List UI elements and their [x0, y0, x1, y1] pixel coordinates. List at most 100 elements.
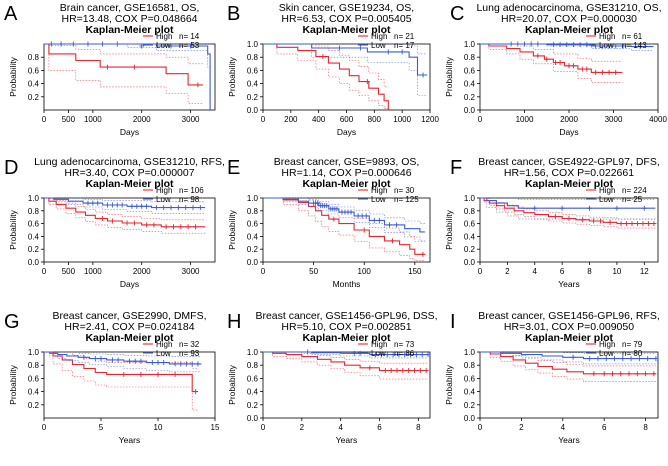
censor-mark — [139, 43, 145, 49]
censor-mark — [361, 227, 367, 233]
y-tick-label: 0.6 — [464, 374, 476, 383]
chart-subtitle: Kaplan-Meier plot — [85, 24, 174, 36]
censor-mark — [550, 42, 556, 48]
censor-mark — [636, 356, 642, 362]
chart-subtitle: Kaplan-Meier plot — [302, 332, 391, 344]
x-tick-label: 500 — [62, 115, 76, 124]
censor-mark — [100, 41, 106, 47]
y-tick-label: 0.2 — [464, 93, 476, 102]
chart-title-line-1: Breast cancer, GSE1456-GPL96, DSS, — [255, 310, 437, 322]
censor-mark — [188, 43, 194, 49]
survival-curve — [480, 43, 623, 73]
series-low — [263, 43, 428, 96]
censor-mark — [153, 205, 159, 211]
censor-mark — [384, 352, 390, 358]
y-axis-label: Probability — [227, 364, 237, 404]
censor-mark — [508, 41, 514, 47]
censor-mark — [168, 205, 174, 211]
panel-letter: G — [4, 311, 20, 333]
legend-count: n= 143 — [622, 41, 647, 50]
censor-mark — [387, 222, 393, 228]
censor-mark — [85, 200, 91, 206]
censor-mark — [599, 43, 605, 49]
y-tick-label: 0.2 — [247, 401, 259, 410]
ci-upper-line — [44, 197, 206, 221]
panel-letter: I — [450, 311, 456, 333]
censor-mark — [651, 371, 657, 377]
censor-mark — [390, 352, 396, 358]
y-tick-label: 0.6 — [28, 220, 40, 229]
plot-frame — [43, 351, 216, 419]
y-tick-label: 0.6 — [464, 66, 476, 75]
x-tick-label: 1000 — [84, 267, 102, 276]
y-tick-label: 0.4 — [28, 388, 40, 397]
censor-mark — [195, 82, 201, 88]
plot-frame — [262, 43, 431, 111]
legend-count: n= 125 — [394, 195, 419, 204]
censor-mark — [612, 356, 618, 362]
series-low — [44, 197, 206, 214]
censor-mark — [144, 203, 150, 209]
survival-curve — [480, 351, 656, 360]
censor-mark — [197, 205, 203, 211]
legend: High n= 61 Low n= 143 — [586, 32, 647, 50]
censor-mark — [184, 361, 189, 367]
series-low — [263, 197, 425, 242]
y-axis-label: Probability — [227, 56, 237, 96]
x-axis-label: Days — [120, 127, 139, 137]
chart-title-line-2: HR=5.10, COX P=0.002851 — [281, 321, 411, 333]
y-tick-label: 0.2 — [464, 245, 476, 254]
legend-count: n= 86 — [394, 349, 415, 358]
x-axis-label: Days — [337, 127, 356, 137]
ci-lower-line — [480, 351, 656, 365]
legend-name: High — [599, 186, 615, 195]
chart-title-line-1: Lung adenocarcinoma, GSE31210, OS, — [476, 2, 661, 14]
censor-mark — [367, 365, 373, 371]
x-tick-label: 0 — [261, 423, 266, 432]
censor-mark — [570, 63, 576, 69]
chart-subtitle: Kaplan-Meier plot — [302, 24, 391, 36]
y-tick-label: 0.8 — [247, 207, 259, 216]
chart-title-line-2: HR=1.14, COX P=0.000646 — [281, 167, 411, 179]
censor-mark — [124, 220, 130, 226]
censor-mark — [607, 219, 613, 225]
y-axis-label: Probability — [227, 209, 237, 249]
chart-title-line-2: HR=13.48, COX P=0.048664 — [61, 13, 197, 25]
survival-curve — [263, 43, 389, 110]
x-tick-label: 6 — [602, 423, 607, 432]
censor-mark — [70, 41, 76, 47]
x-axis-label: Years — [336, 435, 357, 445]
ci-lower-line — [263, 351, 429, 380]
y-tick-label: 0.8 — [464, 361, 476, 370]
censor-mark — [566, 63, 572, 69]
x-tick-label: 15 — [211, 423, 220, 432]
censor-mark — [640, 221, 646, 227]
x-tick-label: 2 — [519, 423, 524, 432]
censor-mark — [192, 224, 198, 230]
censor-mark — [515, 41, 521, 47]
legend-count: n= 14 — [179, 32, 200, 41]
censor-mark — [119, 202, 125, 208]
y-tick-label: 0.2 — [28, 93, 40, 102]
x-tick-label: 0 — [478, 267, 483, 276]
censor-mark — [109, 357, 115, 363]
chart-title-line-2: HR=3.01, COX P=0.009050 — [504, 321, 634, 333]
censor-mark — [603, 356, 609, 362]
censor-mark — [315, 200, 321, 206]
y-tick-label: 0.4 — [247, 388, 259, 397]
survival-curve — [263, 197, 425, 255]
x-tick-label: 800 — [368, 115, 382, 124]
x-axis-label: Months — [333, 279, 361, 289]
chart-title-line-1: Breast cancer, GSE4922-GPL97, DFS, — [478, 156, 660, 168]
x-axis-label: Days — [120, 279, 139, 289]
censor-mark — [394, 222, 400, 228]
ci-upper-line — [263, 197, 425, 224]
y-tick-label: 0.8 — [28, 361, 40, 370]
y-tick-label: 1.0 — [247, 348, 259, 357]
censor-mark — [606, 69, 612, 75]
x-tick-label: 2 — [505, 267, 510, 276]
y-tick-label: 0.2 — [247, 245, 259, 254]
ci-lower-line — [44, 43, 203, 104]
plot-frame — [262, 351, 431, 419]
censor-mark — [557, 59, 563, 65]
